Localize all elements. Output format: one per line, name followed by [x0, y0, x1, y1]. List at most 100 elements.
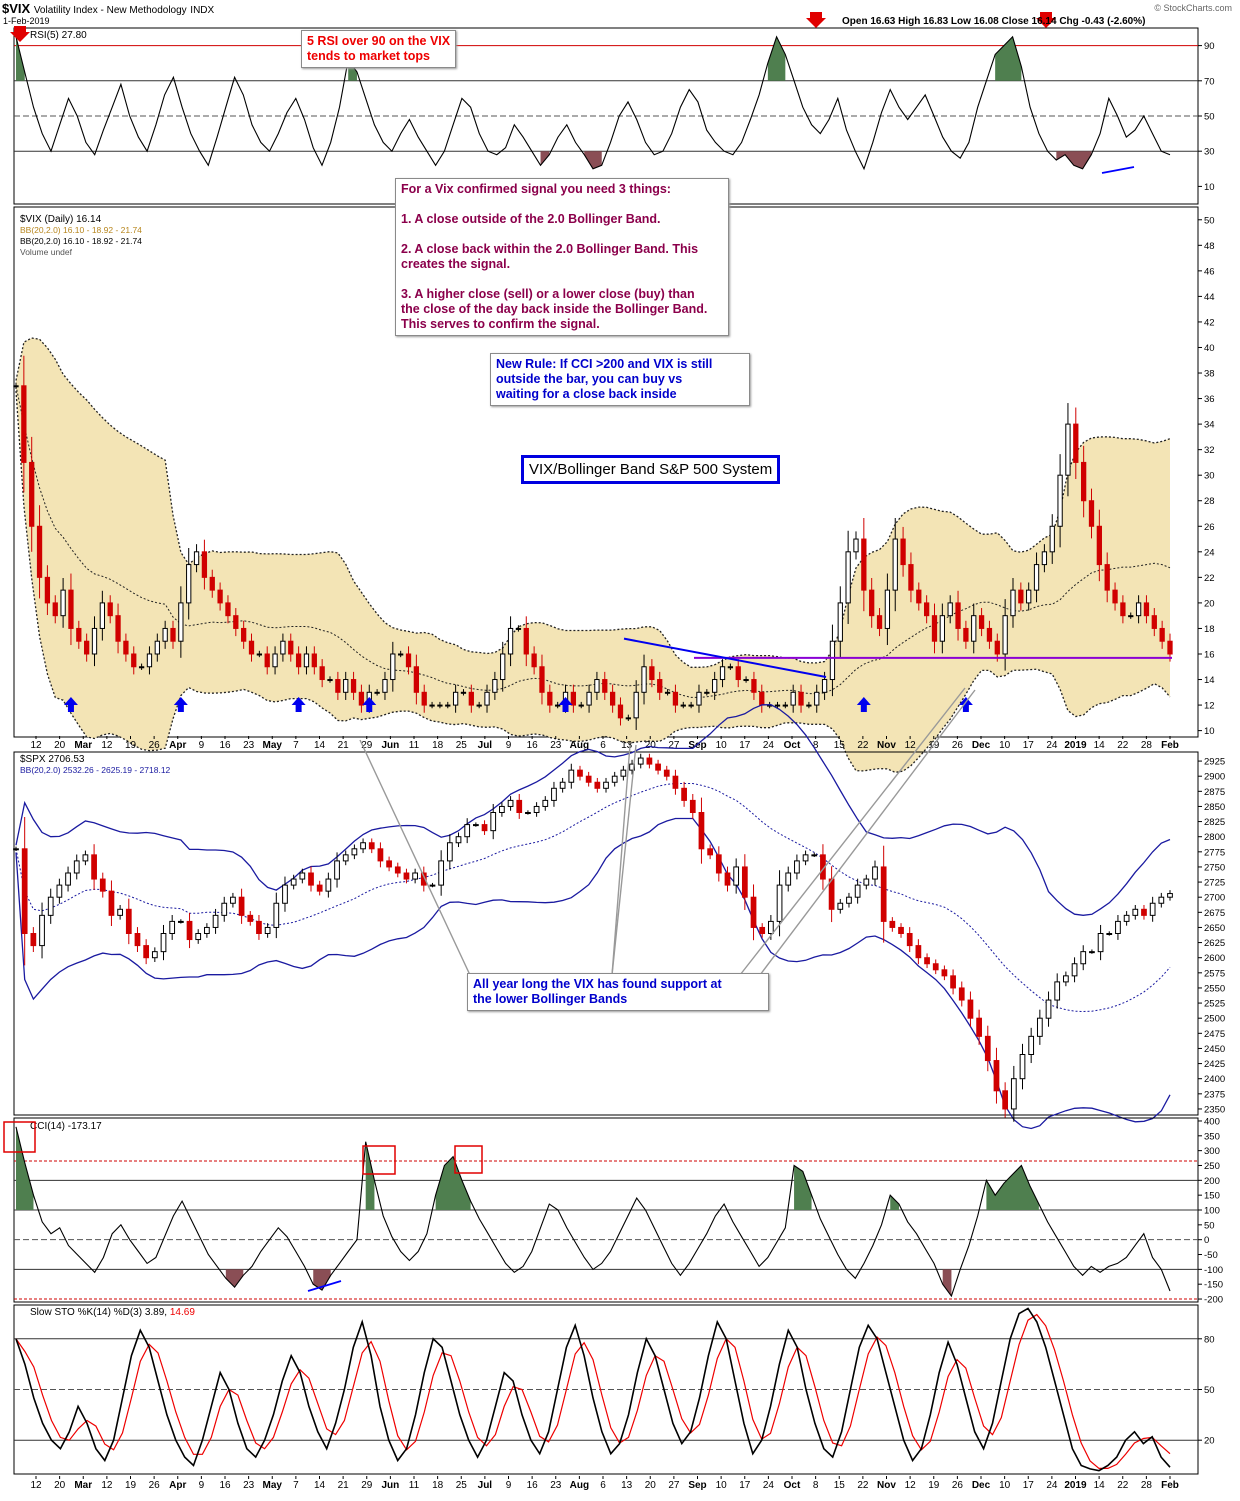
stoch-x-label: 12 [905, 1480, 917, 1491]
buy-signal-arrow [958, 697, 973, 712]
vix-x-label: Oct [784, 740, 801, 751]
spx-candle [377, 848, 384, 862]
y-tick-label: 400 [1204, 1116, 1220, 1127]
spx-candle [351, 848, 358, 856]
vix-candle [84, 640, 90, 655]
spx-candle [316, 884, 323, 892]
spx-candle [91, 854, 97, 880]
vix-candle [303, 653, 310, 668]
vix-candle [821, 679, 828, 693]
vix-candle [272, 653, 278, 668]
y-tick-label: 2725 [1204, 878, 1225, 889]
vix-candle [225, 602, 231, 617]
symbol-title: $VIX Volatility Index - New Methodology … [2, 1, 214, 16]
vix-candle [343, 679, 349, 693]
spx-candle [169, 920, 176, 935]
spx-candle [30, 933, 37, 947]
y-tick-label: 150 [1204, 1191, 1220, 1202]
rsi-label: RSI(5) 27.80 [30, 30, 87, 41]
buy-signal-arrow [856, 697, 871, 712]
stoch-x-label: Nov [877, 1480, 896, 1491]
vix-candle [492, 679, 498, 693]
y-tick-label: 28 [1204, 496, 1215, 507]
y-tick-label: 2825 [1204, 817, 1225, 828]
cci-divergence-line [307, 1280, 342, 1292]
stoch-x-label: 22 [857, 1480, 869, 1491]
spx-candle [698, 812, 705, 850]
vix-x-label: 10 [716, 740, 728, 751]
y-tick-label: 20 [1204, 1436, 1215, 1447]
vix-candle [845, 551, 851, 604]
stoch-x-label: Jun [381, 1480, 399, 1491]
spx-candle [915, 945, 922, 959]
spx-candle [1036, 1017, 1043, 1037]
vix-x-label: 10 [999, 740, 1011, 751]
spx-candle [637, 757, 644, 765]
vix-x-label: 8 [813, 740, 819, 751]
vix-candle [602, 679, 608, 693]
rsi-overbought-fill [995, 36, 1022, 81]
spx-candle [828, 878, 835, 910]
cci-low-fill [225, 1269, 244, 1288]
y-tick-label: -150 [1204, 1280, 1223, 1291]
vix-candle [68, 589, 74, 629]
spx-candle [663, 769, 670, 777]
spx-candle [186, 920, 193, 941]
stoch-x-label: 14 [1094, 1480, 1106, 1491]
cci-high-fill [365, 1141, 375, 1210]
vix-candle [876, 615, 883, 629]
y-tick-label: 16 [1204, 649, 1215, 660]
vix-candle [657, 679, 663, 693]
vix-candle [13, 385, 19, 388]
y-tick-label: 2925 [1204, 757, 1225, 768]
spx-candle [99, 878, 106, 892]
vix-candle [280, 640, 286, 655]
buy-signal-arrow [291, 697, 306, 712]
symbol-name: Volatility Index - New Methodology [33, 5, 187, 16]
vix-candle [21, 385, 27, 463]
rsi-divergence-line [1101, 166, 1135, 174]
spx-candle [177, 920, 184, 923]
stoch-x-label: 22 [1117, 1480, 1129, 1491]
vix-candle [908, 564, 914, 591]
spx-candle [73, 860, 80, 874]
spx-candle [932, 963, 939, 971]
spx-candle [238, 896, 245, 916]
vix-candle [672, 691, 679, 706]
vix-candle [869, 589, 875, 617]
stoch-d-line [15, 1313, 1171, 1470]
vix-x-label: 2019 [1064, 740, 1087, 751]
vix-candle [1120, 602, 1126, 617]
vix-candle [649, 666, 655, 681]
vix-bb-label-2: BB(20,2.0) 16.10 - 18.92 - 21.74 [20, 236, 142, 246]
y-tick-label: 14 [1204, 675, 1215, 686]
stoch-x-label: 28 [1141, 1480, 1153, 1491]
stoch-x-label: 16 [527, 1480, 539, 1491]
spx-candle [542, 799, 549, 807]
bollinger-lower [15, 817, 1171, 1130]
spx-candle [342, 854, 349, 862]
spx-candle [776, 884, 783, 922]
vix-x-label: 6 [600, 740, 606, 751]
spx-candle [472, 824, 479, 827]
vix-x-label: 27 [668, 740, 680, 751]
stoch-x-label: 6 [600, 1480, 606, 1491]
spx-candle [967, 999, 974, 1019]
spx-candle [334, 860, 340, 880]
spx-candle [1106, 933, 1113, 935]
top-signal-arrow [806, 12, 826, 28]
vix-x-label: 9 [506, 740, 512, 751]
spx-candle [143, 945, 150, 959]
vix-candle [892, 538, 898, 591]
vix-candle [162, 627, 168, 642]
stoch-x-label: 14 [314, 1480, 326, 1491]
cci-high-fill [890, 1195, 899, 1210]
spx-candle [1158, 896, 1165, 904]
y-tick-label: -100 [1204, 1265, 1223, 1276]
stoch-x-label: 26 [149, 1480, 161, 1491]
y-tick-label: 12 [1204, 701, 1215, 712]
vix-candle [1049, 525, 1055, 553]
vix-candle [1104, 564, 1110, 591]
callout-line [759, 689, 976, 976]
